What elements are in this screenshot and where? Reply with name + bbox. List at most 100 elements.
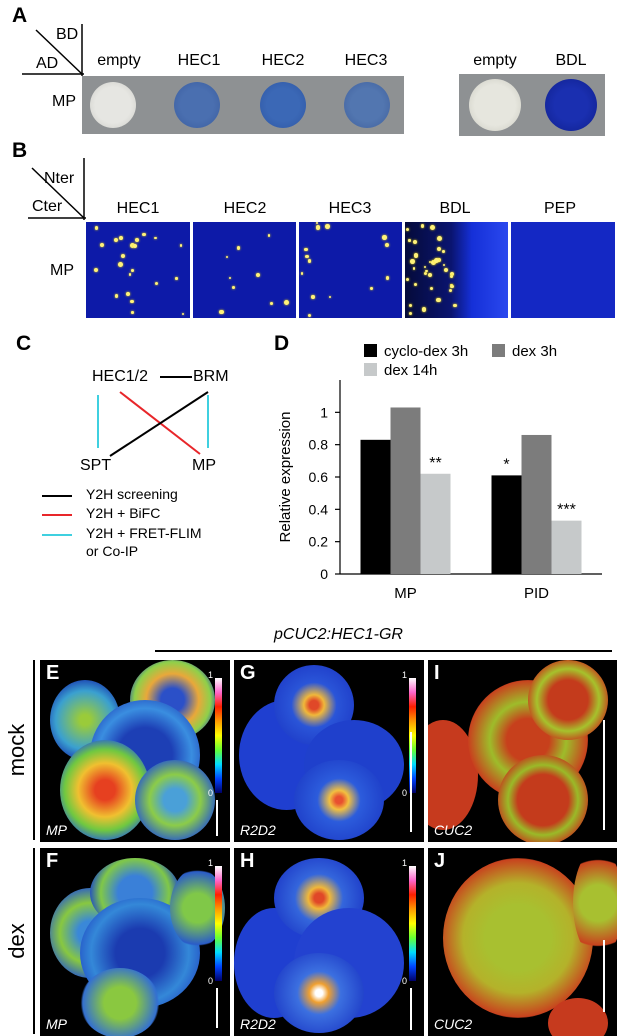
a-col-bdl: BDL	[555, 52, 587, 69]
fluorescence-punctum	[370, 287, 373, 290]
fluorescence-punctum	[130, 299, 134, 304]
b-col-hec2: HEC2	[223, 200, 267, 217]
scale-bar	[603, 940, 605, 1012]
fluorescence-punctum	[99, 242, 104, 247]
micrograph-h: H 1 0 R2D2	[234, 848, 424, 1036]
confocal-hec3	[299, 222, 402, 318]
a-col-hec3: HEC3	[344, 52, 388, 69]
b-col-hec3: HEC3	[328, 200, 372, 217]
tissue-blob	[274, 953, 364, 1033]
b-col-hec1: HEC1	[116, 200, 160, 217]
legend-label: dex 3h	[512, 343, 557, 360]
fluorescence-punctum	[269, 301, 273, 305]
fluorescence-punctum	[307, 313, 312, 318]
tissue-blob	[60, 740, 150, 840]
fluorescence-punctum	[305, 254, 309, 259]
fluorescence-punctum	[385, 276, 390, 280]
tissue-blob	[548, 998, 608, 1036]
bar-mp-1	[390, 407, 421, 574]
micrograph-g: G 1 0 R2D2	[234, 660, 424, 842]
fluorescence-punctum	[154, 236, 157, 240]
y-tick-label: 0.4	[309, 501, 329, 517]
legend-swatch	[492, 344, 505, 357]
panel-h-letter: H	[240, 850, 255, 872]
legend-swatch	[364, 363, 377, 376]
panel-g-letter: G	[240, 662, 256, 684]
panel-a-letter: A	[12, 4, 28, 27]
fluorescence-punctum	[304, 247, 308, 252]
b-row-mp: MP	[50, 262, 74, 279]
fluorescence-punctum	[134, 238, 139, 242]
fluorescence-punctum	[219, 309, 224, 314]
tissue-blob	[294, 760, 384, 840]
fluorescence-punctum	[450, 284, 454, 289]
bar-pid-1	[521, 434, 552, 574]
significance-marker: *	[503, 456, 509, 473]
bar-pid-2	[551, 520, 582, 574]
legend-y2h-bifc: Y2H + BiFC	[86, 505, 161, 521]
colorbar-min: 0	[207, 788, 213, 798]
fluorescence-punctum	[114, 294, 118, 298]
fluorescence-punctum	[429, 260, 432, 264]
legend-y2h-fret: Y2H + FRET-FLIM	[86, 525, 202, 541]
fluorescence-punctum	[328, 295, 332, 299]
legend-label: cyclo-dex 3h	[384, 343, 468, 360]
fluorescence-punctum	[410, 258, 415, 264]
category-label: MP	[394, 585, 417, 602]
significance-marker: ***	[557, 502, 576, 519]
fluorescence-punctum	[225, 255, 228, 258]
a-col-empty-2: empty	[473, 52, 517, 69]
legend-swatch	[364, 344, 377, 357]
fluorescence-punctum	[413, 267, 416, 270]
b-col-bdl: BDL	[439, 200, 471, 217]
scale-bar	[410, 732, 412, 832]
fluorescence-punctum	[119, 236, 123, 240]
fluorescence-punctum	[126, 291, 131, 296]
tissue-blob	[80, 968, 160, 1036]
panel-f-letter: F	[46, 850, 59, 872]
fluorescence-punctum	[437, 258, 442, 262]
tissue-blob	[528, 660, 608, 740]
node-hec12: HEC1/2	[92, 368, 149, 385]
colony-bdl	[545, 79, 597, 131]
colony-empty	[90, 82, 136, 128]
bar-pid-0	[491, 475, 522, 574]
panel-b-letter: B	[12, 139, 28, 162]
fluorescence-punctum	[408, 239, 411, 242]
fluorescence-punctum	[232, 286, 236, 289]
node-mp: MP	[192, 457, 216, 474]
y-axis-label: Relative expression	[277, 412, 294, 543]
y-tick-label: 0.8	[309, 437, 329, 453]
fluorescence-punctum	[154, 282, 158, 286]
fluorescence-punctum	[118, 261, 124, 267]
fluorescence-punctum	[427, 272, 432, 277]
fluorescence-punctum	[142, 232, 146, 237]
panel-a-corner-lines	[22, 24, 84, 76]
colorbar-max: 1	[207, 858, 213, 868]
panel-b-corner-lines	[28, 158, 86, 220]
confocal-hec1	[86, 222, 190, 318]
fluorescence-punctum	[181, 313, 184, 316]
yeast-plate-right	[459, 74, 605, 136]
panel-i-label: CUC2	[434, 822, 473, 838]
bar-mp-0	[360, 439, 391, 574]
fluorescence-punctum	[443, 268, 448, 273]
fluorescence-punctum	[408, 312, 413, 316]
panel-d-letter: D	[274, 332, 290, 355]
fluorescence-punctum	[437, 236, 443, 241]
legend-y2h-screening: Y2H screening	[86, 486, 178, 502]
row-label-dex: dex	[4, 923, 29, 959]
micrograph-e: E 1 0 MP	[40, 660, 230, 842]
bar-mp-2	[420, 473, 451, 574]
colorbar-min: 0	[401, 788, 407, 798]
a-row-mp: MP	[52, 93, 76, 110]
title-underline	[155, 650, 612, 652]
colorbar	[409, 866, 416, 981]
fluorescence-punctum	[413, 253, 419, 258]
fluorescence-punctum	[406, 277, 410, 281]
panel-f-label: MP	[46, 1016, 67, 1032]
panel-g-label: R2D2	[240, 822, 276, 838]
confocal-pep	[511, 222, 615, 318]
colony-hec2	[260, 82, 306, 128]
